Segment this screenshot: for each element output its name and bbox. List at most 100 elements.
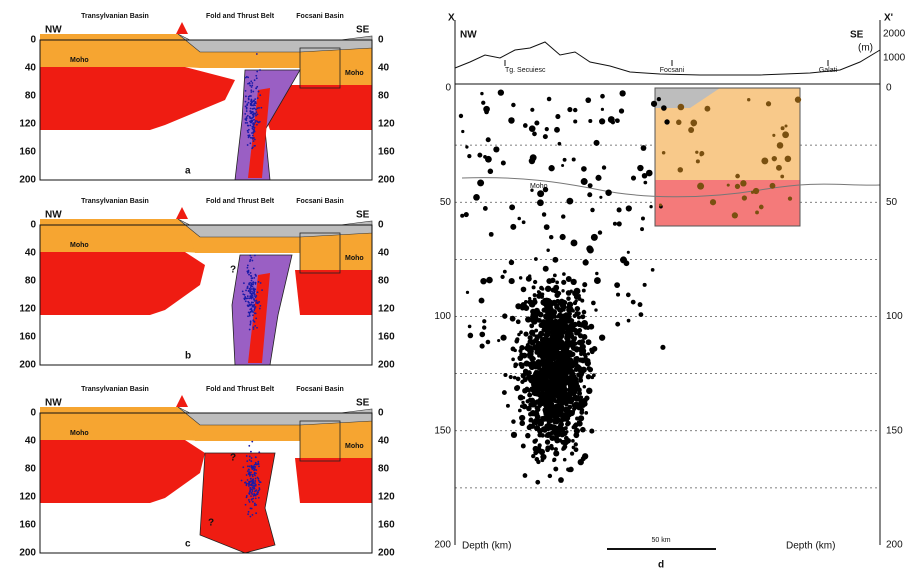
earthquake [576,420,581,425]
earthquake [533,309,541,317]
earthquake [658,203,663,207]
seismic-dot [254,254,256,257]
depth-tick-left: 80 [25,276,37,287]
earthquake [513,364,518,369]
place: Galati [819,67,838,74]
earthquake [477,152,483,158]
seismic-dot [251,489,254,491]
depth-tick-right: 0 [886,83,892,94]
seismic-dot [249,295,252,298]
earthquake [578,377,584,383]
earthquake [493,146,500,153]
earthquake [590,207,595,213]
earthquake [544,309,551,315]
moho-line [461,177,881,198]
seismic-dot [251,100,254,103]
depth-tick-left: 40 [25,436,37,447]
earthquake [563,324,568,329]
earthquake [573,427,580,435]
earthquake [578,374,583,380]
earthquake [569,451,575,456]
earthquake [515,376,521,382]
earthquake [553,450,560,457]
earthquake [535,364,542,370]
seismic-dot [251,500,254,503]
earthquake [549,376,554,382]
earthquake [521,220,526,225]
earthquake [531,318,538,325]
seismic-dot [249,290,252,293]
earthquake [577,458,584,466]
earthquake [519,404,524,408]
earthquake [577,387,582,392]
earthquake [532,279,538,285]
earthquake [534,328,539,333]
wedge [177,406,373,426]
earthquake [522,123,528,128]
earthquake [562,385,567,390]
topography [454,41,881,76]
seismic-dot [252,487,255,490]
earthquake [553,426,560,433]
earthquake [556,410,563,417]
mantle [40,252,205,315]
earthquake [552,369,558,375]
seismic-dot [247,289,250,292]
seismic-dot [250,277,253,279]
earthquake [782,131,789,139]
heading: Transylvanian Basin [81,13,149,20]
seismic-dot [257,90,260,93]
earthquake [564,368,570,374]
earthquake [533,390,540,397]
seismic-dot [252,301,254,304]
earthquake [541,212,547,217]
seismic-dot [251,288,253,290]
earthquake [546,423,552,429]
depth-tick-left: 120 [19,119,36,130]
earthquake [528,402,534,408]
earthquake [521,400,525,405]
seismic-dot [252,132,255,134]
earthquake [614,282,621,289]
earthquake [566,318,572,324]
earthquake [601,165,607,170]
earthquake [780,126,785,131]
seismic-dot [244,105,247,108]
earthquake [574,305,581,312]
seismic-dot [248,500,251,503]
seismic-dot [249,120,251,123]
seismic-dot [245,110,248,112]
seismic-dot [254,493,256,496]
seismic-dot [249,320,252,323]
seismic-dot [248,313,251,315]
seismic-dot [253,306,256,308]
nw-label: NW [45,25,62,36]
earthquake [549,443,554,449]
basin-box [299,232,341,274]
earthquake [571,347,576,351]
earthquake [574,395,581,401]
earthquake [554,126,560,133]
seismic-dot [247,510,250,513]
earthquake [741,195,747,201]
earthquake [581,320,589,327]
earthquake [558,354,562,359]
earthquake [563,380,569,386]
mantle [295,270,372,315]
seismic-dot [254,497,257,500]
earthquake [578,341,584,346]
seismic-dot [250,457,253,459]
earthquake [593,277,601,285]
earthquake [573,287,581,295]
earthquake [570,336,576,341]
earthquake [580,314,586,320]
seismic-dot [248,459,251,461]
seismic-dot [245,484,248,487]
earthquake [555,280,559,285]
seismic-dot [253,293,256,296]
seismic-dot [244,122,247,124]
earthquake [550,320,557,327]
earthquake [576,390,583,396]
earthquake [557,301,562,306]
